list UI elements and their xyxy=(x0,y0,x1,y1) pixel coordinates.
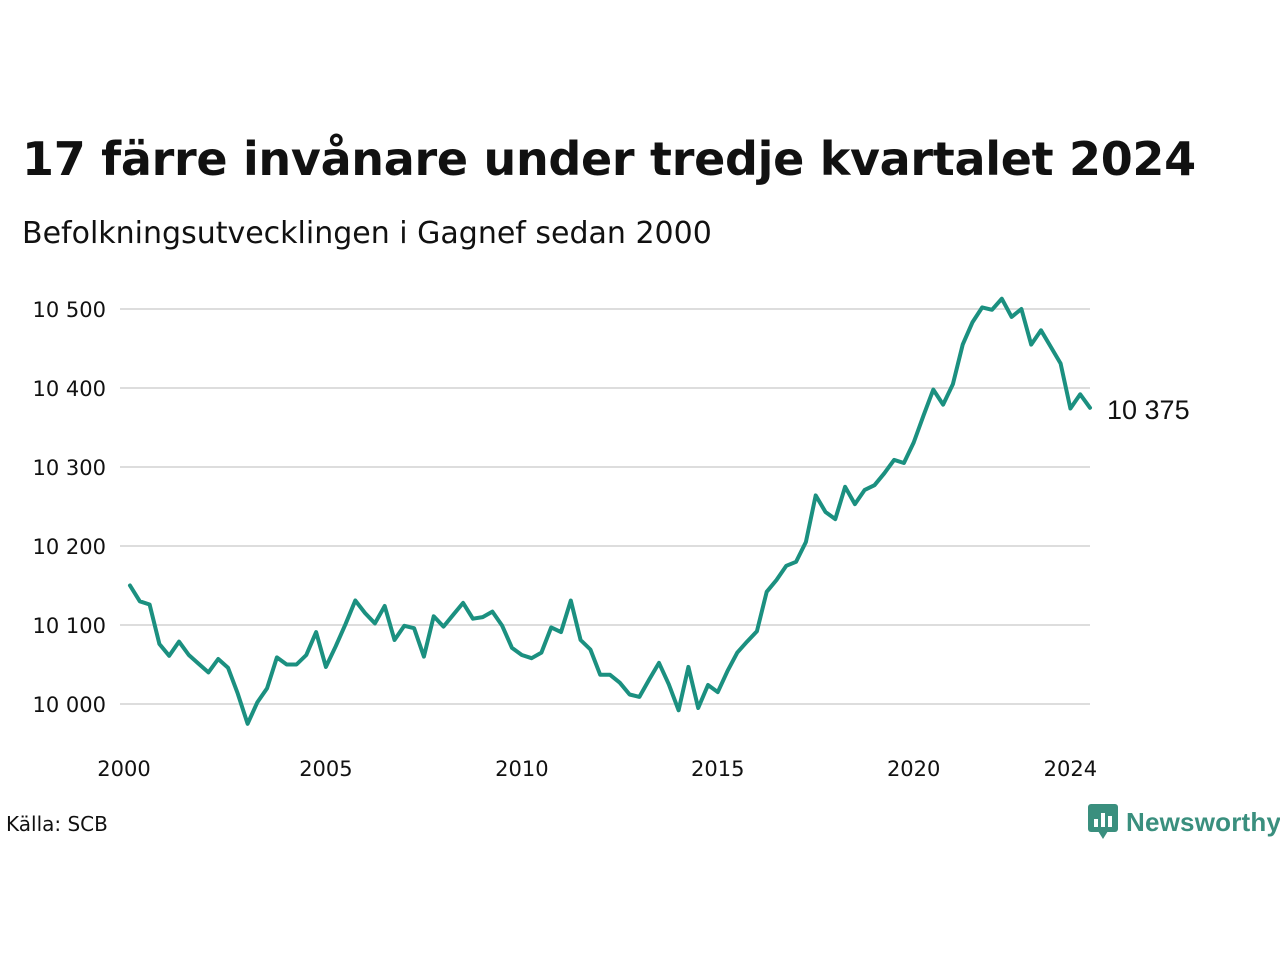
bar-chart-speech-bubble-icon xyxy=(1088,804,1118,839)
series-line xyxy=(128,296,1092,726)
x-tick-label: 2024 xyxy=(1044,757,1097,781)
y-tick-label: 10 100 xyxy=(33,614,106,638)
y-axis-labels: 10 000 10 100 10 200 10 300 10 400 10 500 xyxy=(33,298,106,717)
x-axis-labels: 2000 2005 2010 2015 2020 2024 xyxy=(97,757,1097,781)
y-tick-label: 10 000 xyxy=(33,693,106,717)
y-tick-label: 10 400 xyxy=(33,377,106,401)
x-tick-label: 2000 xyxy=(97,757,150,781)
chart-subtitle: Befolkningsutvecklingen i Gagnef sedan 2… xyxy=(22,216,712,251)
series-layer xyxy=(128,296,1092,726)
x-tick-label: 2015 xyxy=(691,757,744,781)
y-tick-label: 10 300 xyxy=(33,456,106,480)
y-tick-label: 10 200 xyxy=(33,535,106,559)
brand-logo: Newsworthy xyxy=(1088,804,1280,840)
x-tick-label: 2020 xyxy=(887,757,940,781)
x-tick-label: 2005 xyxy=(299,757,352,781)
chart-title: 17 färre invånare under tredje kvartalet… xyxy=(22,132,1196,186)
end-value-label: 10 375 xyxy=(1107,395,1190,425)
brand-name: Newsworthy xyxy=(1126,806,1280,837)
y-tick-label: 10 500 xyxy=(33,298,106,322)
grid-lines xyxy=(120,308,1090,705)
x-tick-label: 2010 xyxy=(495,757,548,781)
source-note: Källa: SCB xyxy=(6,812,108,836)
